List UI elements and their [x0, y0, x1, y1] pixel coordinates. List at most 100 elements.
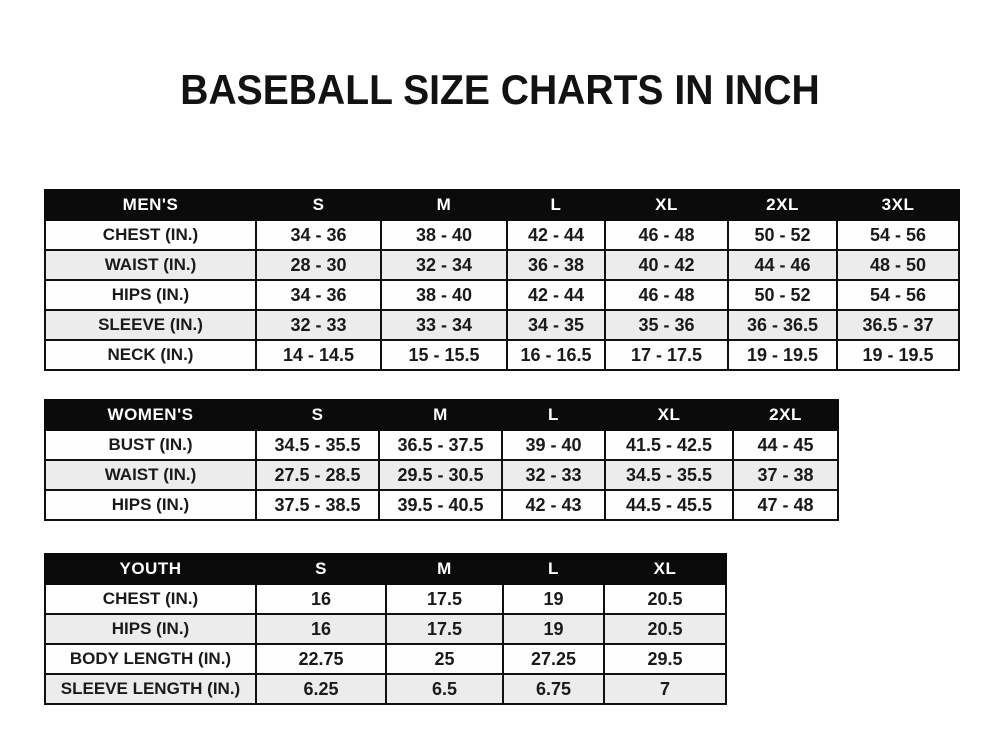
size-value-cell: 25	[385, 643, 504, 675]
table-row: HIPS (IN.) 16 17.5 19 20.5	[44, 613, 727, 645]
header-row: WOMEN'S S M L XL 2XL	[44, 399, 839, 431]
size-value-cell: 29.5 - 30.5	[378, 459, 503, 491]
size-value-cell: 35 - 36	[604, 309, 729, 341]
col-header-l: L	[506, 189, 606, 221]
size-value-cell: 36 - 38	[506, 249, 606, 281]
table-row: SLEEVE (IN.) 32 - 33 33 - 34 34 - 35 35 - 36…	[44, 309, 960, 341]
row-label: SLEEVE (IN.)	[44, 309, 257, 341]
size-value-cell: 14 - 14.5	[255, 339, 382, 371]
size-value-cell: 54 - 56	[836, 279, 960, 311]
row-label: CHEST (IN.)	[44, 583, 257, 615]
size-value-cell: 36.5 - 37.5	[378, 429, 503, 461]
size-value-cell: 28 - 30	[255, 249, 382, 281]
page-title: BASEBALL SIZE CHARTS IN INCH	[180, 66, 820, 113]
size-value-cell: 27.25	[502, 643, 605, 675]
size-value-cell: 34.5 - 35.5	[604, 459, 734, 491]
row-label: WAIST (IN.)	[44, 249, 257, 281]
size-value-cell: 39.5 - 40.5	[378, 489, 503, 521]
col-header-2xl: 2XL	[727, 189, 838, 221]
row-label: HIPS (IN.)	[44, 613, 257, 645]
col-header-l: L	[501, 399, 606, 431]
size-value-cell: 16	[255, 613, 387, 645]
col-header-m: M	[378, 399, 503, 431]
size-value-cell: 42 - 44	[506, 279, 606, 311]
size-value-cell: 34 - 35	[506, 309, 606, 341]
size-value-cell: 42 - 44	[506, 219, 606, 251]
col-header-3xl: 3XL	[836, 189, 960, 221]
table-row: BODY LENGTH (IN.) 22.75 25 27.25 29.5	[44, 643, 727, 675]
size-value-cell: 16	[255, 583, 387, 615]
size-value-cell: 17 - 17.5	[604, 339, 729, 371]
size-value-cell: 29.5	[603, 643, 727, 675]
size-value-cell: 6.25	[255, 673, 387, 705]
size-value-cell: 32 - 33	[255, 309, 382, 341]
size-value-cell: 34 - 36	[255, 219, 382, 251]
size-value-cell: 34.5 - 35.5	[255, 429, 380, 461]
size-value-cell: 20.5	[603, 583, 727, 615]
size-value-cell: 6.75	[502, 673, 605, 705]
size-value-cell: 17.5	[385, 583, 504, 615]
row-label: SLEEVE LENGTH (IN.)	[44, 673, 257, 705]
col-header-xl: XL	[604, 399, 734, 431]
size-value-cell: 44 - 45	[732, 429, 839, 461]
size-value-cell: 54 - 56	[836, 219, 960, 251]
row-label: HIPS (IN.)	[44, 489, 257, 521]
table-title-cell: WOMEN'S	[44, 399, 257, 431]
table-row: HIPS (IN.) 37.5 - 38.5 39.5 - 40.5 42 - 43 4…	[44, 489, 839, 521]
col-header-l: L	[502, 553, 605, 585]
size-value-cell: 44.5 - 45.5	[604, 489, 734, 521]
size-value-cell: 32 - 33	[501, 459, 606, 491]
col-header-xl: XL	[604, 189, 729, 221]
mens-size-table: MEN'S S M L XL 2XL 3XL CHEST (IN.) 34 - 36 38 - 4…	[44, 189, 960, 371]
size-value-cell: 7	[603, 673, 727, 705]
table-row: BUST (IN.) 34.5 - 35.5 36.5 - 37.5 39 - 40 4…	[44, 429, 839, 461]
row-label: BUST (IN.)	[44, 429, 257, 461]
table-title-cell: YOUTH	[44, 553, 257, 585]
row-label: BODY LENGTH (IN.)	[44, 643, 257, 675]
table-title-cell: MEN'S	[44, 189, 257, 221]
size-value-cell: 38 - 40	[380, 219, 508, 251]
size-value-cell: 15 - 15.5	[380, 339, 508, 371]
size-value-cell: 20.5	[603, 613, 727, 645]
size-value-cell: 50 - 52	[727, 219, 838, 251]
size-value-cell: 33 - 34	[380, 309, 508, 341]
col-header-xl: XL	[603, 553, 727, 585]
youth-size-table: YOUTH S M L XL CHEST (IN.) 16 17.5 19 20.5 HIPS (I…	[44, 553, 727, 705]
size-value-cell: 44 - 46	[727, 249, 838, 281]
table-row: NECK (IN.) 14 - 14.5 15 - 15.5 16 - 16.5 17 …	[44, 339, 960, 371]
size-value-cell: 42 - 43	[501, 489, 606, 521]
row-label: CHEST (IN.)	[44, 219, 257, 251]
size-value-cell: 36 - 36.5	[727, 309, 838, 341]
size-value-cell: 6.5	[385, 673, 504, 705]
size-value-cell: 32 - 34	[380, 249, 508, 281]
size-value-cell: 27.5 - 28.5	[255, 459, 380, 491]
header-row: YOUTH S M L XL	[44, 553, 727, 585]
size-value-cell: 19 - 19.5	[836, 339, 960, 371]
size-value-cell: 39 - 40	[501, 429, 606, 461]
size-value-cell: 36.5 - 37	[836, 309, 960, 341]
size-value-cell: 47 - 48	[732, 489, 839, 521]
size-value-cell: 46 - 48	[604, 279, 729, 311]
size-value-cell: 40 - 42	[604, 249, 729, 281]
row-label: NECK (IN.)	[44, 339, 257, 371]
size-value-cell: 41.5 - 42.5	[604, 429, 734, 461]
size-value-cell: 38 - 40	[380, 279, 508, 311]
col-header-s: S	[255, 553, 387, 585]
size-value-cell: 19	[502, 583, 605, 615]
size-value-cell: 48 - 50	[836, 249, 960, 281]
col-header-m: M	[380, 189, 508, 221]
col-header-s: S	[255, 399, 380, 431]
col-header-s: S	[255, 189, 382, 221]
table-row: HIPS (IN.) 34 - 36 38 - 40 42 - 44 46 - 48 50…	[44, 279, 960, 311]
row-label: WAIST (IN.)	[44, 459, 257, 491]
size-value-cell: 37 - 38	[732, 459, 839, 491]
table-row: SLEEVE LENGTH (IN.) 6.25 6.5 6.75 7	[44, 673, 727, 705]
header-row: MEN'S S M L XL 2XL 3XL	[44, 189, 960, 221]
row-label: HIPS (IN.)	[44, 279, 257, 311]
size-value-cell: 46 - 48	[604, 219, 729, 251]
table-row: WAIST (IN.) 27.5 - 28.5 29.5 - 30.5 32 - 33…	[44, 459, 839, 491]
size-value-cell: 16 - 16.5	[506, 339, 606, 371]
womens-size-table: WOMEN'S S M L XL 2XL BUST (IN.) 34.5 - 35.5 36.5…	[44, 399, 839, 521]
size-value-cell: 17.5	[385, 613, 504, 645]
size-value-cell: 19	[502, 613, 605, 645]
